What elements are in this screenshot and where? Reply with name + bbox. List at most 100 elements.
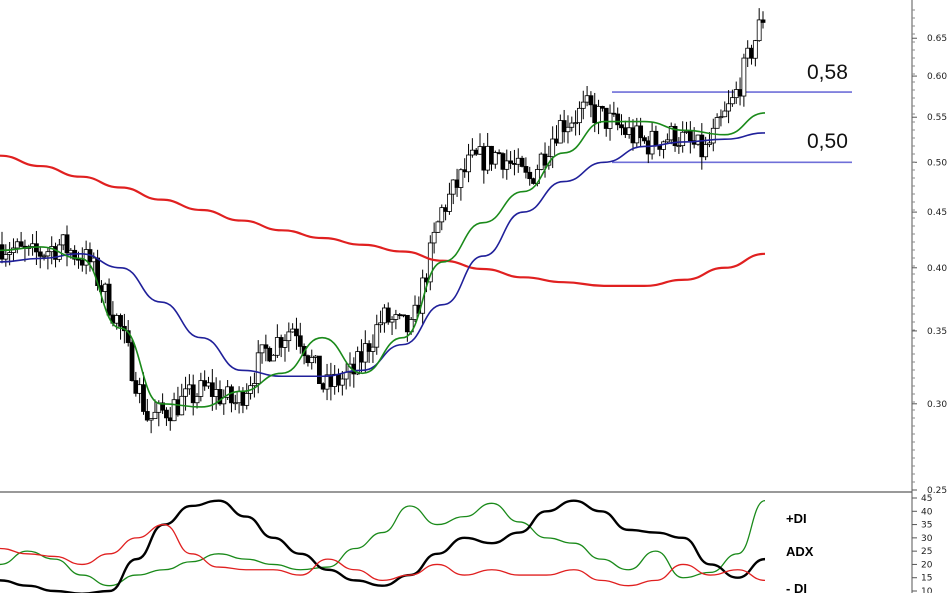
price-bar	[730, 89, 735, 107]
price-bar	[615, 107, 621, 131]
price-bar	[687, 121, 693, 154]
price-bar	[431, 222, 437, 254]
price-bar	[680, 121, 686, 153]
price-bar	[718, 109, 724, 127]
price-bar	[695, 134, 701, 146]
price-bar	[190, 374, 196, 416]
price-bar	[550, 126, 556, 169]
price-bar	[18, 231, 24, 248]
price-bar	[527, 166, 533, 186]
price-bar	[638, 117, 644, 147]
price-bar	[577, 101, 582, 136]
indicator-line-di	[0, 500, 766, 587]
indicator-axis-label: 20	[921, 560, 933, 570]
indicator-axis-label: 40	[921, 507, 933, 517]
price-bar	[519, 155, 525, 168]
price-bar	[569, 116, 575, 132]
price-bar	[259, 344, 265, 364]
moving-average-line-1	[0, 132, 766, 378]
indicator-panel	[0, 499, 766, 593]
price-axis-label: 0.55	[927, 113, 947, 123]
indicator-axis-label: 25	[921, 547, 932, 557]
indicator-line-adx	[0, 499, 766, 593]
price-bar	[263, 334, 269, 362]
price-bar	[752, 39, 758, 67]
price-bar	[588, 91, 594, 118]
price-bar	[282, 334, 288, 362]
price-bar	[118, 313, 123, 340]
price-bar	[504, 149, 510, 180]
legend-plus-di: +DI	[786, 511, 807, 526]
price-bar	[714, 113, 720, 129]
price-bar	[672, 123, 678, 152]
price-bar	[0, 231, 5, 264]
price-bar	[232, 394, 238, 411]
level-label-058: 0,58	[807, 61, 848, 84]
price-bar	[251, 372, 257, 398]
indicator-axis-label: 35	[921, 521, 932, 531]
indicator-axis-label: 45	[921, 494, 932, 504]
price-bar	[141, 372, 146, 415]
price-bar	[393, 309, 399, 330]
price-bar	[523, 157, 529, 179]
price-bar	[385, 302, 391, 325]
price-bar	[267, 346, 273, 363]
price-axis-label: 0.35	[927, 327, 947, 337]
price-bar	[664, 133, 670, 144]
price-bar	[466, 143, 471, 183]
price-axis-label: 0.65	[927, 34, 947, 44]
price-bar	[538, 152, 544, 171]
price-bar	[317, 355, 322, 385]
price-bar	[565, 115, 571, 144]
moving-average-line-2	[0, 112, 766, 408]
price-bar	[676, 137, 682, 154]
indicator-line-di	[0, 523, 766, 587]
price-bar	[217, 380, 223, 406]
level-label-050: 0,50	[807, 130, 848, 153]
legend-adx: ADX	[786, 544, 814, 559]
price-bar	[435, 220, 441, 233]
price-axis-label: 0.40	[927, 264, 947, 274]
price-axis-label: 0.30	[927, 400, 947, 410]
price-bar	[496, 149, 502, 155]
price-bar	[148, 418, 154, 434]
price-bar	[531, 177, 536, 185]
price-bar	[756, 8, 762, 42]
price-bar	[309, 349, 315, 370]
price-bar	[106, 278, 112, 318]
price-y-axis: 0.65 0.60 0.55 0.50 0.45 0.40 0.35 0.30 0.25	[912, 9, 947, 496]
price-bar	[447, 182, 452, 215]
price-bar	[244, 383, 250, 410]
price-axis-label: 0.45	[927, 208, 947, 218]
price-bar	[271, 354, 276, 362]
price-bar	[726, 90, 731, 124]
price-bar	[129, 339, 135, 382]
price-bar	[599, 105, 605, 112]
price-bar	[378, 310, 383, 333]
indicator-axis-label: 15	[921, 574, 932, 584]
price-bar	[580, 90, 586, 120]
price-axis-label: 0.50	[927, 158, 947, 168]
price-bar	[229, 384, 234, 413]
price-bar	[297, 322, 303, 354]
price-bar	[661, 140, 666, 159]
price-bar	[194, 393, 200, 409]
indicator-axis-label: 10	[921, 587, 933, 593]
price-bar	[642, 135, 647, 144]
price-axis-label: 0.25	[927, 486, 947, 496]
price-bar	[164, 407, 169, 426]
price-bar	[760, 11, 766, 29]
price-bar	[389, 316, 395, 336]
price-bar	[144, 398, 150, 422]
price-bar	[458, 168, 464, 201]
price-bar	[619, 114, 624, 136]
price-bar	[64, 225, 70, 267]
price-bar	[370, 334, 376, 363]
price-bar	[508, 151, 514, 169]
price-bar	[198, 372, 204, 402]
price-axis-label: 0.60	[927, 72, 947, 82]
legend-minus-di: - DI	[786, 581, 807, 593]
price-bar	[427, 235, 433, 291]
